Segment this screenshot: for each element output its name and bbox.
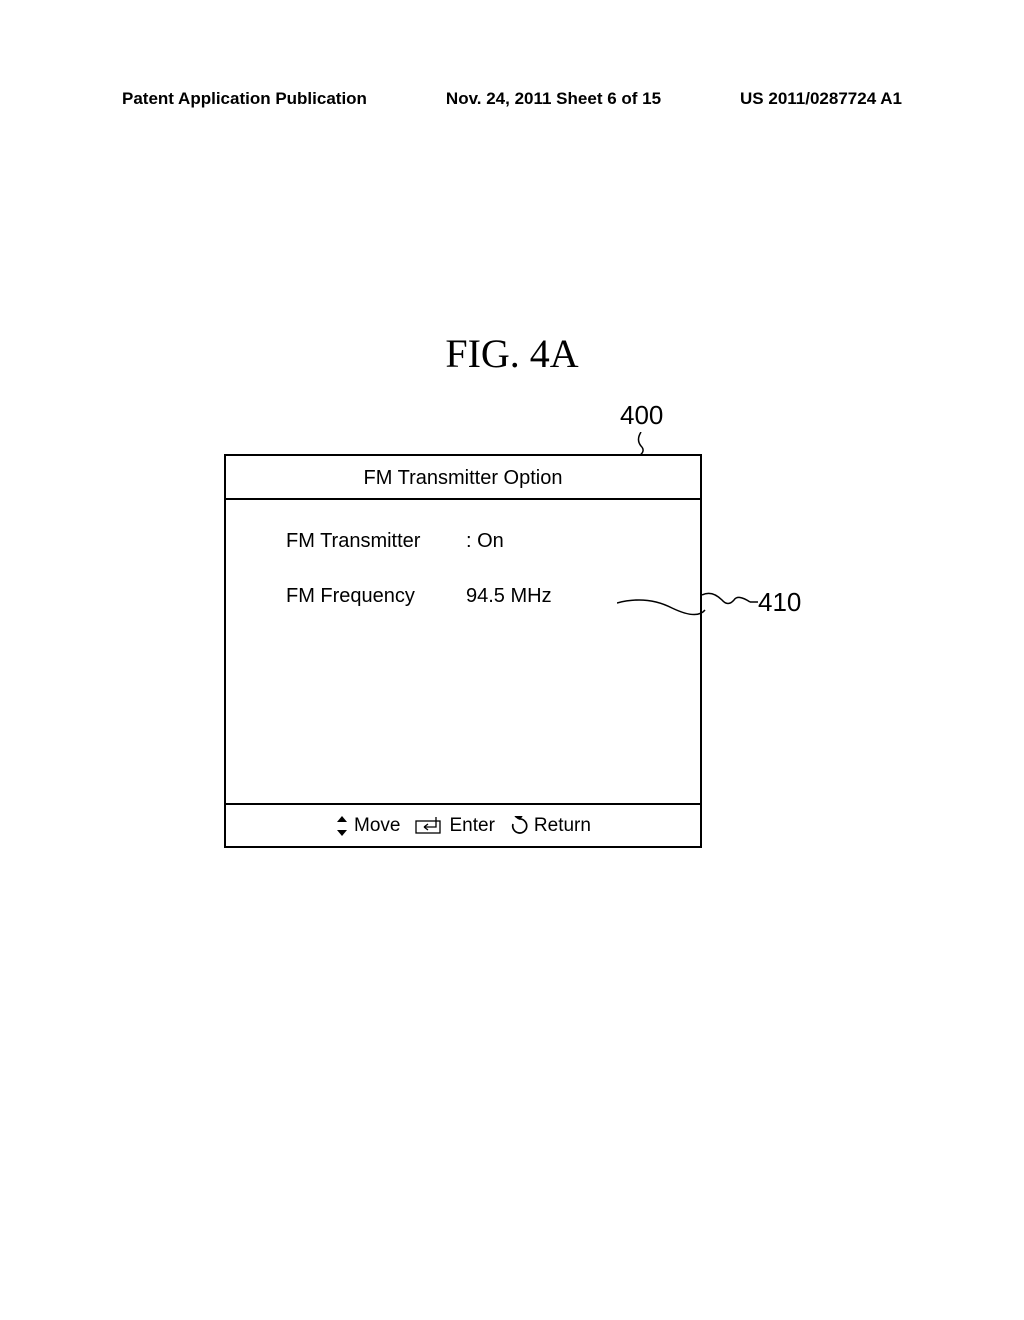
- fm-frequency-row[interactable]: FM Frequency 94.5 MHz: [286, 585, 670, 608]
- callout-400-leader: [632, 432, 652, 456]
- callout-410-leader: [617, 598, 707, 618]
- header-center: Nov. 24, 2011 Sheet 6 of 15: [446, 89, 661, 109]
- move-up-down-icon: [335, 816, 349, 836]
- fm-transmitter-value: : On: [466, 530, 670, 553]
- fm-frequency-label: FM Frequency: [286, 585, 466, 608]
- publication-header: Patent Application Publication Nov. 24, …: [122, 89, 902, 109]
- enter-icon: [415, 817, 445, 835]
- footer-return: Return: [509, 815, 591, 837]
- footer-move: Move: [335, 815, 400, 837]
- callout-410-brace: [702, 590, 758, 620]
- footer-enter-label: Enter: [450, 815, 495, 837]
- footer-move-label: Move: [354, 815, 400, 837]
- footer-return-label: Return: [534, 815, 591, 837]
- header-right: US 2011/0287724 A1: [740, 89, 902, 109]
- fm-transmitter-row[interactable]: FM Transmitter : On: [286, 530, 670, 553]
- fm-transmitter-label: FM Transmitter: [286, 530, 466, 553]
- footer-enter: Enter: [415, 815, 495, 837]
- panel-title: FM Transmitter Option: [226, 456, 700, 500]
- callout-400: 400: [620, 400, 663, 431]
- header-left: Patent Application Publication: [122, 89, 367, 109]
- return-icon: [509, 816, 529, 836]
- panel-body: FM Transmitter : On FM Frequency 94.5 MH…: [226, 500, 700, 803]
- panel-footer: Move Enter Return: [226, 803, 700, 847]
- callout-410: 410: [758, 587, 801, 618]
- fm-option-panel: FM Transmitter Option FM Transmitter : O…: [224, 454, 702, 848]
- figure-title: FIG. 4A: [0, 330, 1024, 377]
